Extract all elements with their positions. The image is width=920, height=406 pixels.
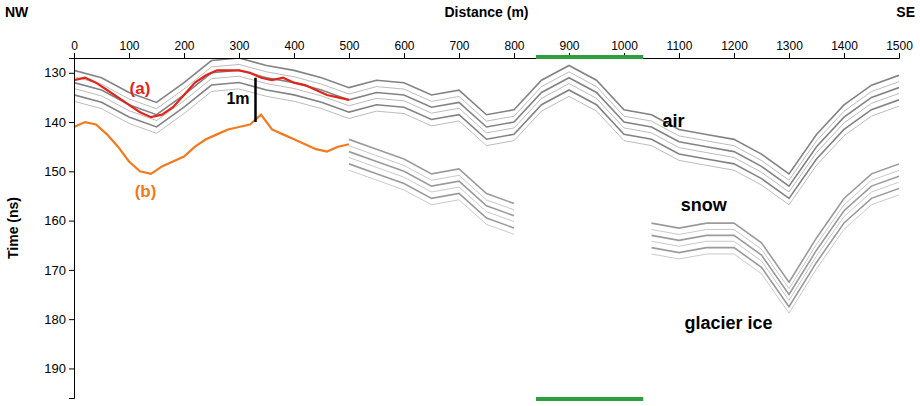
y-tick: 160 xyxy=(44,213,74,228)
reflector-band xyxy=(74,76,899,192)
y-tick: 180 xyxy=(44,312,74,327)
x-tick-label: 200 xyxy=(174,39,194,53)
reflector-band xyxy=(349,158,899,301)
scale-bar-label: 1m xyxy=(226,90,249,107)
x-tick-mark xyxy=(74,53,75,58)
reflector-band xyxy=(349,146,899,289)
reflector-band xyxy=(349,170,899,313)
x-tick-label: 800 xyxy=(504,39,524,53)
x-axis-line xyxy=(75,53,900,59)
x-tick: 1500 xyxy=(886,39,913,58)
x-tick-mark xyxy=(349,53,350,58)
x-tick-label: 600 xyxy=(394,39,414,53)
y-tick: 150 xyxy=(44,164,74,179)
y-axis: 130 140 150 160 170 180 190 xyxy=(44,59,74,399)
y-tick-mark xyxy=(69,122,74,123)
x-tick-label: 700 xyxy=(449,39,469,53)
x-tick-label: 300 xyxy=(229,39,249,53)
x-tick-label: 900 xyxy=(559,39,579,53)
y-tick-label: 170 xyxy=(44,263,66,278)
reflector-band xyxy=(74,89,899,205)
y-tick-mark xyxy=(69,319,74,320)
reflector-band xyxy=(74,58,899,174)
y-tick: 140 xyxy=(44,115,74,130)
y-tick-mark xyxy=(69,221,74,222)
y-tick-mark xyxy=(69,368,74,369)
x-tick: 600 xyxy=(394,39,414,58)
x-tick: 1300 xyxy=(776,39,803,58)
reflector-band xyxy=(74,83,899,199)
annotation: snow xyxy=(681,195,728,215)
y-axis-line xyxy=(69,59,75,399)
x-tick-mark xyxy=(239,53,240,58)
x-tick-label: 1300 xyxy=(776,39,803,53)
y-tick-label: 130 xyxy=(44,65,66,80)
x-tick-label: 400 xyxy=(284,39,304,53)
x-tick-mark xyxy=(789,53,790,58)
x-tick-mark xyxy=(459,53,460,58)
x-tick-mark xyxy=(129,53,130,58)
y-tick-mark xyxy=(69,171,74,172)
x-tick: 700 xyxy=(449,39,469,58)
reflector-band xyxy=(349,139,899,282)
y-tick-label: 160 xyxy=(44,213,66,228)
x-tick-mark xyxy=(844,53,845,58)
highlight-bar xyxy=(536,397,643,401)
x-tick-label: 500 xyxy=(339,39,359,53)
series-line xyxy=(74,115,349,174)
x-tick-mark xyxy=(899,53,900,58)
x-tick-label: 1000 xyxy=(611,39,638,53)
chart: 0 100 200 300 400 500 600 700 800 900 1000 1100 1200… xyxy=(0,0,920,406)
plot-marks xyxy=(74,58,899,313)
x-tick-mark xyxy=(184,53,185,58)
highlight-bar xyxy=(536,55,643,59)
y-tick: 190 xyxy=(44,361,74,376)
x-tick-mark xyxy=(734,53,735,58)
reflector-band xyxy=(74,64,899,180)
reflector-band xyxy=(349,164,899,307)
series-label: (a) xyxy=(130,79,151,98)
x-tick-label: 0 xyxy=(71,39,78,53)
y-tick-label: 180 xyxy=(44,312,66,327)
x-tick: 1400 xyxy=(831,39,858,58)
y-axis-title: Time (ns) xyxy=(5,197,21,259)
y-tick-mark xyxy=(69,270,74,271)
scale-bar xyxy=(254,78,257,122)
x-tick-label: 1500 xyxy=(886,39,913,53)
x-tick: 1200 xyxy=(721,39,748,58)
x-tick: 800 xyxy=(504,39,524,58)
x-axis-title: Distance (m) xyxy=(444,4,528,20)
y-tick-label: 140 xyxy=(44,115,66,130)
y-tick-label: 190 xyxy=(44,361,66,376)
x-tick-label: 100 xyxy=(119,39,139,53)
x-tick: 1100 xyxy=(667,39,693,58)
x-tick-mark xyxy=(514,53,515,58)
y-tick: 130 xyxy=(44,65,74,80)
x-tick: 400 xyxy=(284,39,304,58)
x-tick-label: 1200 xyxy=(721,39,748,53)
x-tick: 500 xyxy=(339,39,359,58)
x-tick-label: 1100 xyxy=(667,39,693,53)
x-tick-mark xyxy=(404,53,405,58)
x-tick-mark xyxy=(679,53,680,58)
reflector-band xyxy=(349,152,899,295)
x-axis: 0 100 200 300 400 500 600 700 800 900 1000 1100 1200… xyxy=(71,39,913,59)
x-tick-label: 1400 xyxy=(831,39,858,53)
x-tick: 300 xyxy=(229,39,249,58)
series-label: (b) xyxy=(135,182,157,201)
y-tick-label: 150 xyxy=(44,164,66,179)
reflector-band xyxy=(74,70,899,186)
x-tick-mark xyxy=(294,53,295,58)
annotation: glacier ice xyxy=(684,313,772,333)
annotation: air xyxy=(662,111,684,131)
y-tick-mark xyxy=(69,73,74,74)
corner-label: SE xyxy=(896,4,915,20)
x-tick: 100 xyxy=(119,39,139,58)
series-line xyxy=(74,70,349,117)
x-tick: 200 xyxy=(174,39,194,58)
y-tick: 170 xyxy=(44,263,74,278)
corner-label: NW xyxy=(5,4,29,20)
x-tick: 0 xyxy=(71,39,78,58)
